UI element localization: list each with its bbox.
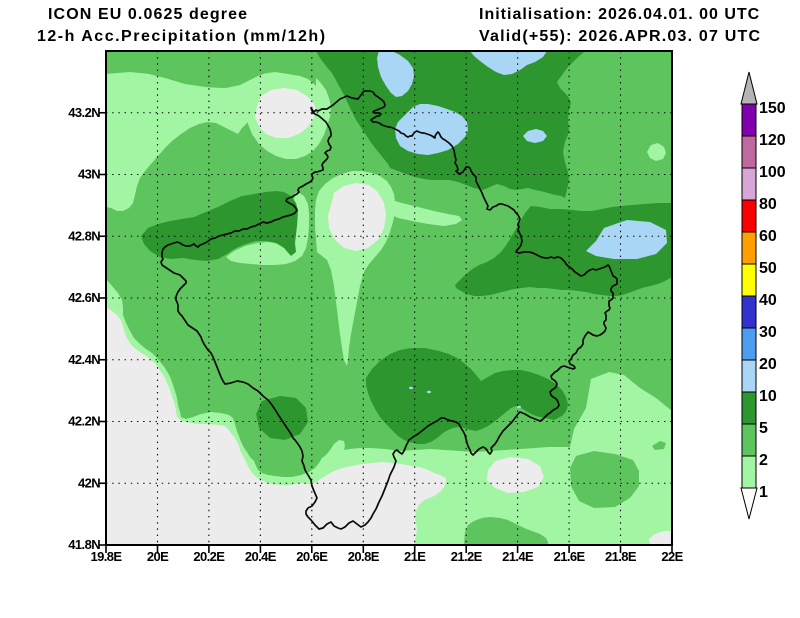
svg-text:21.6E: 21.6E xyxy=(554,549,586,564)
svg-text:80: 80 xyxy=(759,196,777,213)
svg-text:42.4N: 42.4N xyxy=(68,352,100,367)
svg-text:150: 150 xyxy=(759,100,786,117)
svg-text:20: 20 xyxy=(759,356,777,373)
svg-text:20.6E: 20.6E xyxy=(296,549,328,564)
svg-text:40: 40 xyxy=(759,292,777,309)
svg-text:Initialisation: 2026.04.01. 00: Initialisation: 2026.04.01. 00 UTC xyxy=(479,6,760,23)
svg-text:ICON EU 0.0625 degree: ICON EU 0.0625 degree xyxy=(48,6,248,23)
svg-text:19.8E: 19.8E xyxy=(91,549,123,564)
svg-text:50: 50 xyxy=(759,260,777,277)
svg-text:100: 100 xyxy=(759,164,786,181)
svg-text:21E: 21E xyxy=(404,549,426,564)
svg-text:42.2N: 42.2N xyxy=(68,414,100,429)
svg-text:43N: 43N xyxy=(78,167,100,182)
svg-text:42N: 42N xyxy=(78,475,100,490)
svg-text:20.8E: 20.8E xyxy=(348,549,380,564)
svg-text:12-h Acc.Precipitation (mm/12h: 12-h Acc.Precipitation (mm/12h) xyxy=(37,28,327,45)
svg-text:2: 2 xyxy=(759,452,768,469)
svg-text:20E: 20E xyxy=(147,549,169,564)
svg-text:22E: 22E xyxy=(661,549,683,564)
svg-text:10: 10 xyxy=(759,388,777,405)
svg-text:21.2E: 21.2E xyxy=(451,549,483,564)
svg-text:43.2N: 43.2N xyxy=(68,105,100,120)
svg-text:42.8N: 42.8N xyxy=(68,228,100,243)
svg-text:120: 120 xyxy=(759,132,786,149)
svg-text:1: 1 xyxy=(759,484,768,501)
svg-text:Valid(+55): 2026.APR.03. 07 UT: Valid(+55): 2026.APR.03. 07 UTC xyxy=(479,28,761,45)
svg-text:60: 60 xyxy=(759,228,777,245)
svg-text:30: 30 xyxy=(759,324,777,341)
svg-text:20.2E: 20.2E xyxy=(193,549,225,564)
svg-text:5: 5 xyxy=(759,420,768,437)
svg-text:41.8N: 41.8N xyxy=(68,537,100,552)
svg-text:42.6N: 42.6N xyxy=(68,290,100,305)
svg-text:21.8E: 21.8E xyxy=(605,549,637,564)
svg-text:21.4E: 21.4E xyxy=(502,549,534,564)
svg-text:20.4E: 20.4E xyxy=(245,549,277,564)
